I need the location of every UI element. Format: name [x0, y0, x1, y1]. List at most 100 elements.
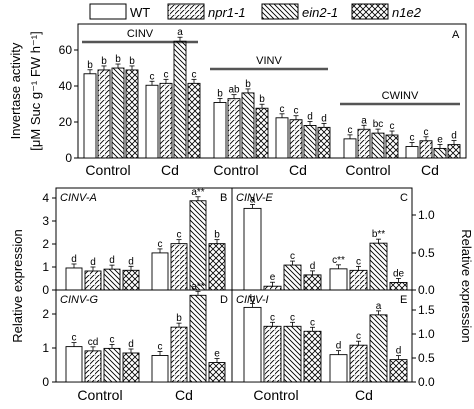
panel-b: CINV-A B 0 1 2 3 4 d d d d c c a** b	[42, 187, 233, 297]
sig-letter: c	[110, 334, 115, 345]
bar-a-1-0	[145, 84, 159, 159]
bar-b-1-0	[151, 252, 169, 291]
sig-letter: a**	[191, 281, 204, 292]
bottom-group-label-2: Cd	[175, 387, 193, 403]
panel-a-yaxis: 0 20 40 60	[59, 43, 78, 165]
b-tick-label-4: 4	[42, 191, 49, 205]
sig-letter: d	[128, 256, 134, 267]
bar-c-0-0	[243, 207, 262, 291]
panel-a-group-label-5: Control	[345, 162, 390, 178]
bracket-vinv-label: VINV	[256, 55, 282, 67]
bar-a-1-3	[187, 82, 201, 159]
bar-a-3-0	[275, 117, 289, 159]
bracket-cwinv-label: CWINV	[382, 90, 419, 102]
bottom-group-label-4: Cd	[355, 387, 373, 403]
y-tick-label-20: 20	[59, 115, 73, 129]
panel-a-letter: A	[452, 29, 460, 41]
sig-letter: d	[396, 346, 402, 357]
bar-d-1-1	[170, 326, 188, 383]
bar-c-1-0	[329, 268, 348, 291]
bar-e-0-3	[303, 330, 322, 383]
sig-letter: d	[451, 131, 457, 142]
sig-letter: c	[424, 127, 429, 138]
bar-c-1-2	[369, 242, 388, 291]
sig-letter: b	[245, 79, 251, 90]
bar-a-4-0	[343, 138, 357, 159]
bar-e-1-3	[389, 359, 408, 383]
sig-letter: b	[214, 230, 220, 241]
bar-e-0-0	[243, 306, 262, 383]
panel-e-letter: E	[400, 294, 407, 306]
bar-a-1-1	[159, 82, 173, 159]
bar-a-5-1	[419, 140, 433, 159]
bar-a-5-2	[433, 147, 447, 159]
bar-b-0-3	[122, 269, 140, 291]
sig-letter: c	[290, 251, 295, 262]
sig-letter: d	[310, 261, 316, 272]
sig-letter: b	[217, 88, 223, 99]
sig-letter: ab	[228, 85, 240, 96]
panel-d-bars: c cd c d cba**e	[65, 281, 226, 383]
panel-d-yaxis: 0 1 2	[42, 307, 56, 389]
bottom-group-label-1: Control	[77, 387, 122, 403]
sig-letter: e	[270, 272, 276, 283]
e-tick-label-10: 1.0	[418, 327, 435, 341]
sig-letter: de	[393, 268, 405, 279]
sig-letter: d	[71, 254, 77, 265]
bar-d-0-1	[84, 350, 102, 383]
e-tick-label-05: 0.5	[418, 351, 435, 365]
bar-a-3-1	[289, 119, 303, 159]
bar-a-1-2	[173, 40, 187, 159]
sig-letter: b	[176, 313, 182, 324]
legend-swatch-npr	[167, 3, 205, 20]
bar-e-0-2	[283, 325, 302, 383]
bar-a-2-1	[227, 98, 241, 159]
bar-c-0-3	[303, 274, 322, 291]
bottom-ylabel-right: Relative expression	[459, 229, 474, 342]
bar-d-1-0	[151, 355, 169, 383]
sig-letter: c	[270, 312, 275, 323]
b-tick-label-1: 1	[42, 260, 49, 274]
sig-letter: a	[250, 194, 256, 205]
sig-letter: b	[250, 293, 256, 304]
sig-letter: c	[290, 312, 295, 323]
panel-d-name: CINV-G	[60, 294, 99, 306]
d-tick-label-0: 0	[42, 375, 49, 389]
sig-letter: a	[361, 115, 367, 126]
sig-letter: c**	[332, 255, 345, 266]
sig-letter: bc	[373, 119, 384, 130]
bar-d-1-3	[208, 362, 226, 383]
panel-a-group-label-2: Cd	[161, 162, 179, 178]
panel-a-frame	[77, 23, 467, 159]
panel-e-bars: b c c c d c a d	[243, 293, 408, 383]
bar-a-5-0	[405, 146, 419, 159]
sig-letter: d	[336, 341, 342, 352]
sig-letter: c	[164, 69, 169, 80]
legend-label-wt: WT	[130, 5, 150, 20]
panel-e-yaxis-right: 0.0 0.5 1.0 1.5	[412, 303, 435, 389]
bar-a-3-3	[317, 126, 331, 159]
panel-a-ylabel-line1: Invertase activity	[8, 42, 23, 139]
sig-letter: d	[307, 111, 313, 122]
sig-letter: c	[310, 317, 315, 328]
bar-a-5-3	[447, 144, 461, 159]
bar-a-4-2	[371, 132, 385, 159]
bar-b-0-0	[65, 267, 83, 291]
c-tick-label-10: 1.0	[418, 208, 435, 222]
panel-c: CINV-E C 0.0 0.5 1.0 a e c d c** c b** de	[231, 187, 435, 297]
bar-a-2-2	[241, 92, 255, 159]
bar-a-0-0	[83, 73, 97, 159]
b-tick-label-3: 3	[42, 214, 49, 228]
legend-label-n1e2: n1e2	[392, 5, 422, 20]
bar-a-4-1	[357, 128, 371, 159]
bar-a-3-2	[303, 125, 317, 159]
bar-b-0-1	[84, 270, 102, 291]
panel-a: A Invertase activity [μM Suc g⁻¹ FW h⁻¹]…	[8, 23, 467, 178]
sig-letter: c	[294, 106, 299, 117]
sig-letter: d	[109, 255, 115, 266]
panel-c-yaxis-right: 0.0 0.5 1.0	[412, 208, 435, 297]
b-tick-label-0: 0	[42, 283, 49, 297]
sig-letter: c	[356, 331, 361, 342]
panel-a-ylabel-line2: [μM Suc g⁻¹ FW h⁻¹]	[28, 31, 43, 150]
